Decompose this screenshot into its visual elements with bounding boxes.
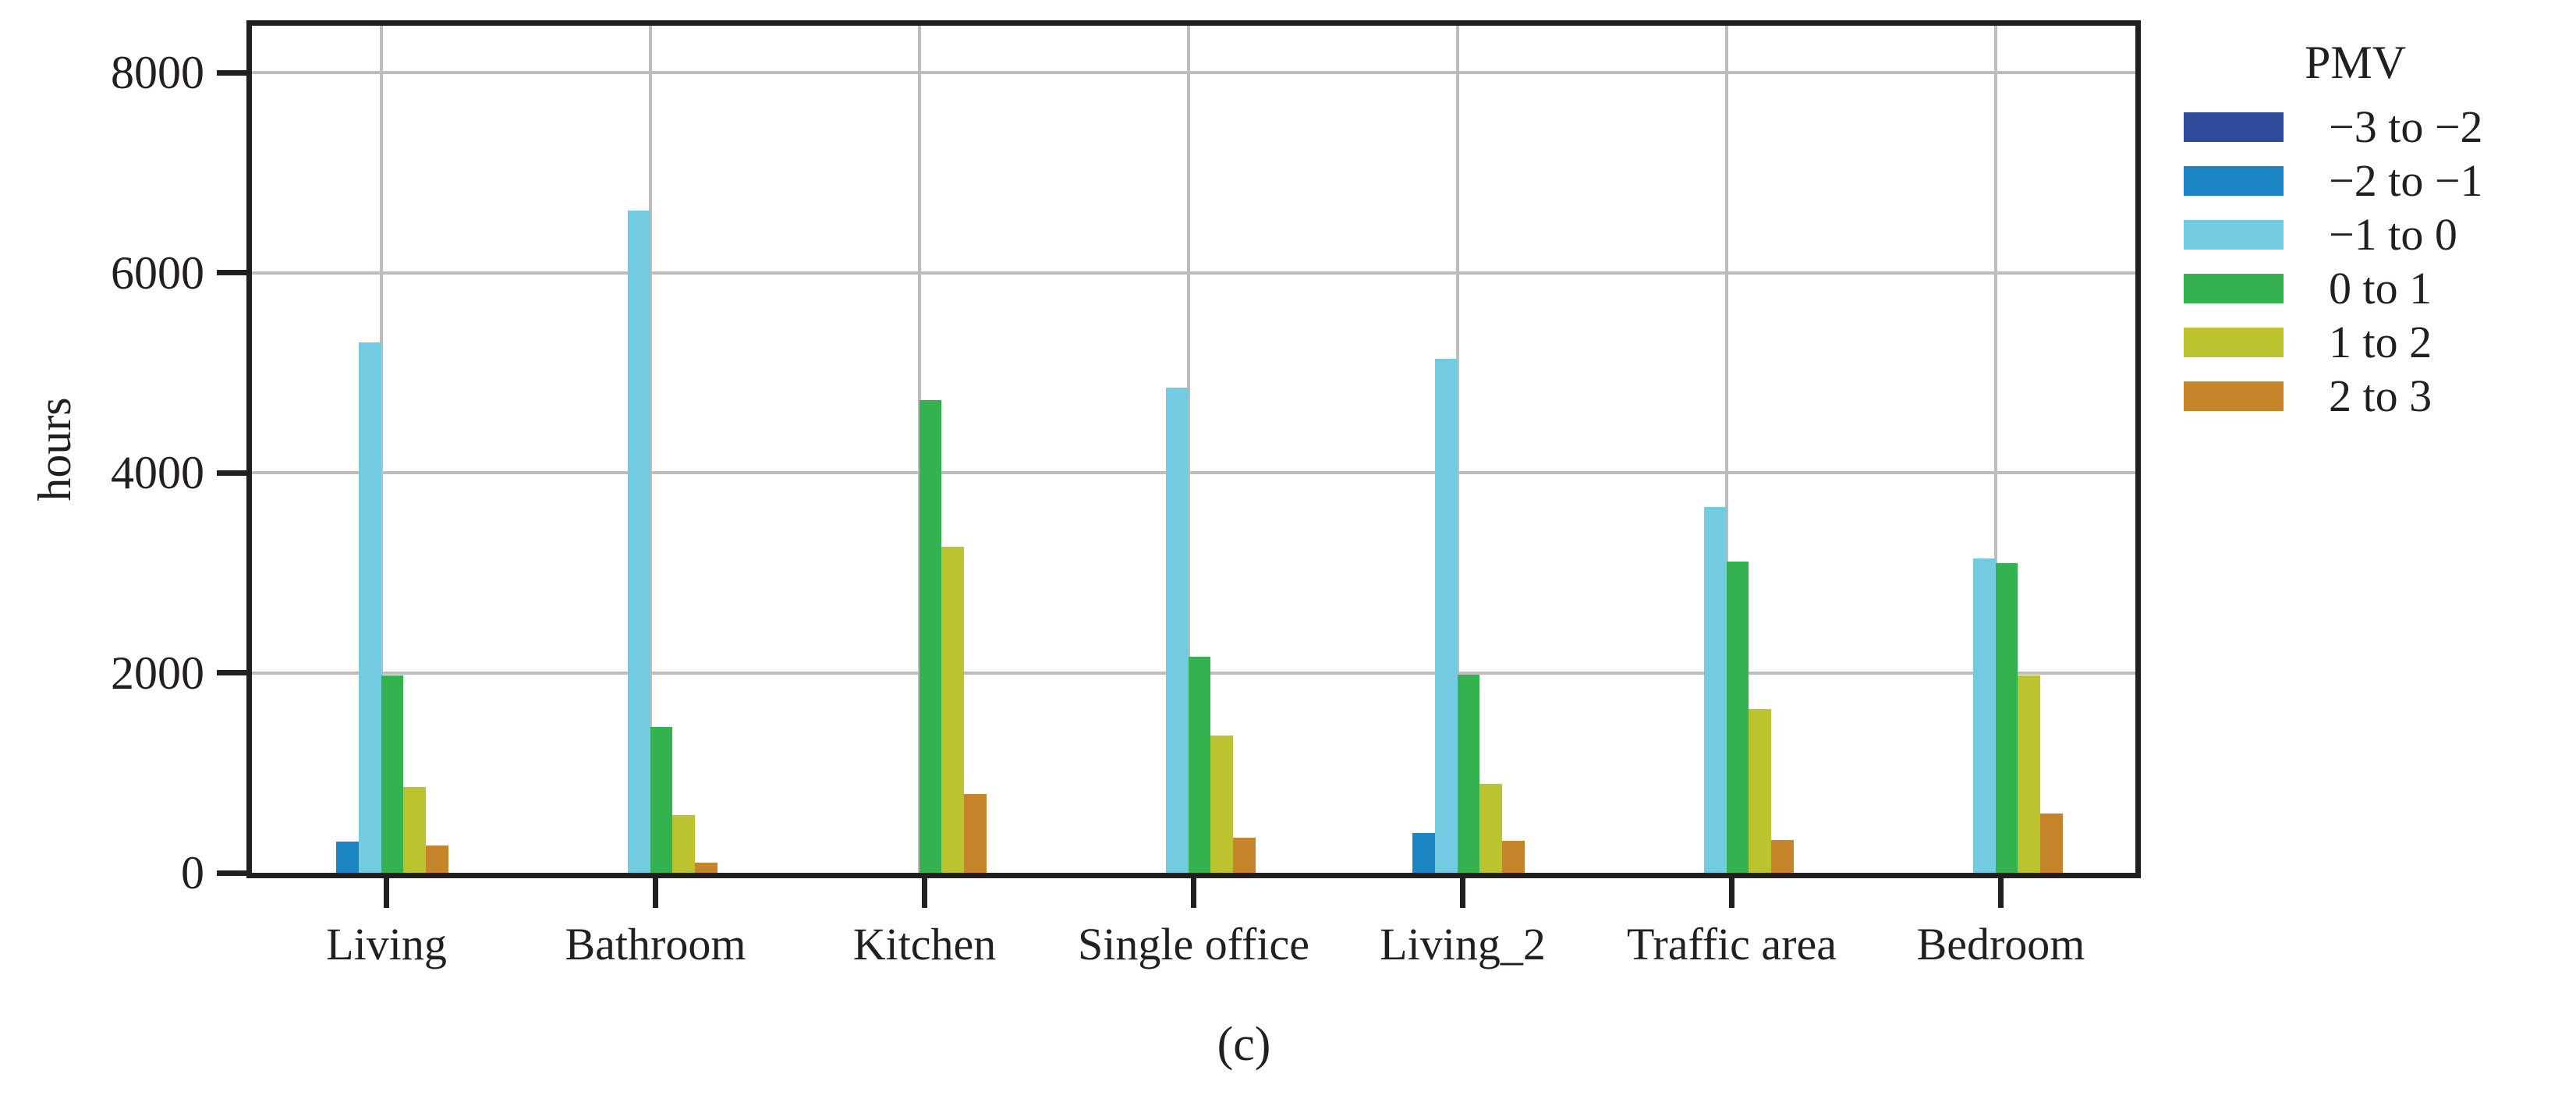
legend-swatch-−2 to −1 [2184, 166, 2284, 196]
h-gridline-4000 [252, 471, 2135, 475]
x-tick-label-Living: Living [326, 919, 447, 970]
bar-Bedroom-2 to 3 [2040, 814, 2063, 873]
legend-swatch-−1 to 0 [2184, 220, 2284, 250]
bar-Traffic area-2 to 3 [1771, 839, 1794, 873]
bar-Living-0 to 1 [381, 675, 404, 873]
bar-Living_2-1 to 2 [1479, 783, 1502, 873]
x-tick-label-Bedroom: Bedroom [1916, 919, 2085, 970]
bar-Single office-0 to 1 [1188, 657, 1211, 873]
x-tick-mark-Living [384, 878, 389, 908]
figure-caption: (c) [1217, 1018, 1271, 1071]
x-tick-mark-Kitchen [922, 878, 927, 908]
legend-swatch-1 to 2 [2184, 328, 2284, 357]
h-gridline-6000 [252, 271, 2135, 275]
legend-item-2 to 3: 2 to 3 [2184, 374, 2558, 419]
y-tick-mark-2000 [217, 670, 246, 676]
bar-Bedroom-1 to 2 [2018, 675, 2040, 873]
bar-Living-1 to 2 [403, 786, 426, 873]
x-tick-label-Bathroom: Bathroom [565, 919, 746, 970]
x-tick-label-Kitchen: Kitchen [852, 919, 997, 970]
bar-Single office-2 to 3 [1233, 838, 1256, 873]
bar-Living_2-−2 to −1 [1412, 832, 1435, 873]
legend-label-0 to 1: 0 to 1 [2329, 263, 2432, 314]
bar-Traffic area-1 to 2 [1749, 708, 1771, 873]
v-gridline-Living_2 [1455, 26, 1459, 873]
x-tick-mark-Bedroom [1998, 878, 2004, 908]
h-gridline-8000 [252, 71, 2135, 75]
y-tick-label-2000: 2000 [111, 647, 204, 699]
bar-Kitchen-0 to 1 [919, 399, 942, 873]
plot-area [246, 20, 2141, 878]
y-tick-label-6000: 6000 [111, 246, 204, 299]
legend-item-−3 to −2: −3 to −2 [2184, 105, 2558, 150]
bar-Bathroom-0 to 1 [650, 726, 673, 873]
bar-Living_2-−1 to 0 [1434, 358, 1458, 873]
legend-title: PMV [2304, 37, 2407, 88]
bar-Single office-1 to 2 [1210, 736, 1233, 873]
v-gridline-Bedroom [1993, 26, 1997, 873]
x-tick-mark-Living_2 [1460, 878, 1465, 908]
legend-label-1 to 2: 1 to 2 [2329, 317, 2432, 367]
bar-Traffic area-0 to 1 [1726, 562, 1749, 873]
legend-label-2 to 3: 2 to 3 [2329, 370, 2432, 421]
bar-Living_2-0 to 1 [1457, 675, 1480, 873]
legend-swatch-−3 to −2 [2184, 112, 2284, 142]
legend-item-1 to 2: 1 to 2 [2184, 320, 2558, 365]
bar-Bedroom-0 to 1 [1995, 562, 2018, 873]
bar-Living-−2 to −1 [336, 842, 359, 873]
bar-Bathroom-1 to 2 [672, 814, 695, 873]
legend-item-−2 to −1: −2 to −1 [2184, 158, 2558, 204]
y-tick-mark-8000 [217, 69, 246, 76]
x-tick-mark-Single office [1191, 878, 1196, 908]
legend-swatch-0 to 1 [2184, 274, 2284, 303]
legend-item-−1 to 0: −1 to 0 [2184, 212, 2558, 257]
bar-Traffic area-−1 to 0 [1703, 506, 1727, 873]
bar-Bathroom-2 to 3 [695, 863, 718, 873]
x-tick-mark-Bathroom [653, 878, 658, 908]
y-tick-mark-6000 [217, 270, 246, 276]
bar-Bathroom-−1 to 0 [627, 211, 650, 873]
y-tick-mark-0 [217, 870, 246, 876]
bar-Kitchen-2 to 3 [964, 793, 987, 873]
legend-label-−2 to −1: −2 to −1 [2329, 155, 2483, 206]
legend-item-0 to 1: 0 to 1 [2184, 266, 2558, 311]
v-gridline-Bathroom [648, 26, 652, 873]
bar-Living_2-2 to 3 [1502, 840, 1525, 873]
x-tick-mark-Traffic area [1729, 878, 1734, 908]
y-tick-label-4000: 4000 [111, 447, 204, 499]
legend-label-−3 to −2: −3 to −2 [2329, 101, 2483, 152]
legend-label-−1 to 0: −1 to 0 [2329, 209, 2457, 260]
y-tick-label-8000: 8000 [111, 47, 204, 99]
legend-swatch-2 to 3 [2184, 381, 2284, 411]
x-tick-label-Single office: Single office [1078, 919, 1309, 970]
y-tick-label-0: 0 [181, 847, 204, 899]
v-gridline-Living [379, 26, 383, 873]
bar-Single office-−1 to 0 [1165, 388, 1189, 873]
x-tick-label-Living_2: Living_2 [1380, 919, 1546, 970]
v-gridline-Traffic area [1724, 26, 1728, 873]
v-gridline-Single office [1186, 26, 1190, 873]
bar-Living-2 to 3 [426, 845, 448, 873]
bar-Living-−1 to 0 [358, 342, 381, 873]
bar-Bedroom-−1 to 0 [1972, 558, 1996, 873]
x-tick-label-Traffic area: Traffic area [1627, 919, 1837, 970]
y-tick-mark-4000 [217, 470, 246, 476]
bar-Kitchen-1 to 2 [941, 547, 964, 873]
